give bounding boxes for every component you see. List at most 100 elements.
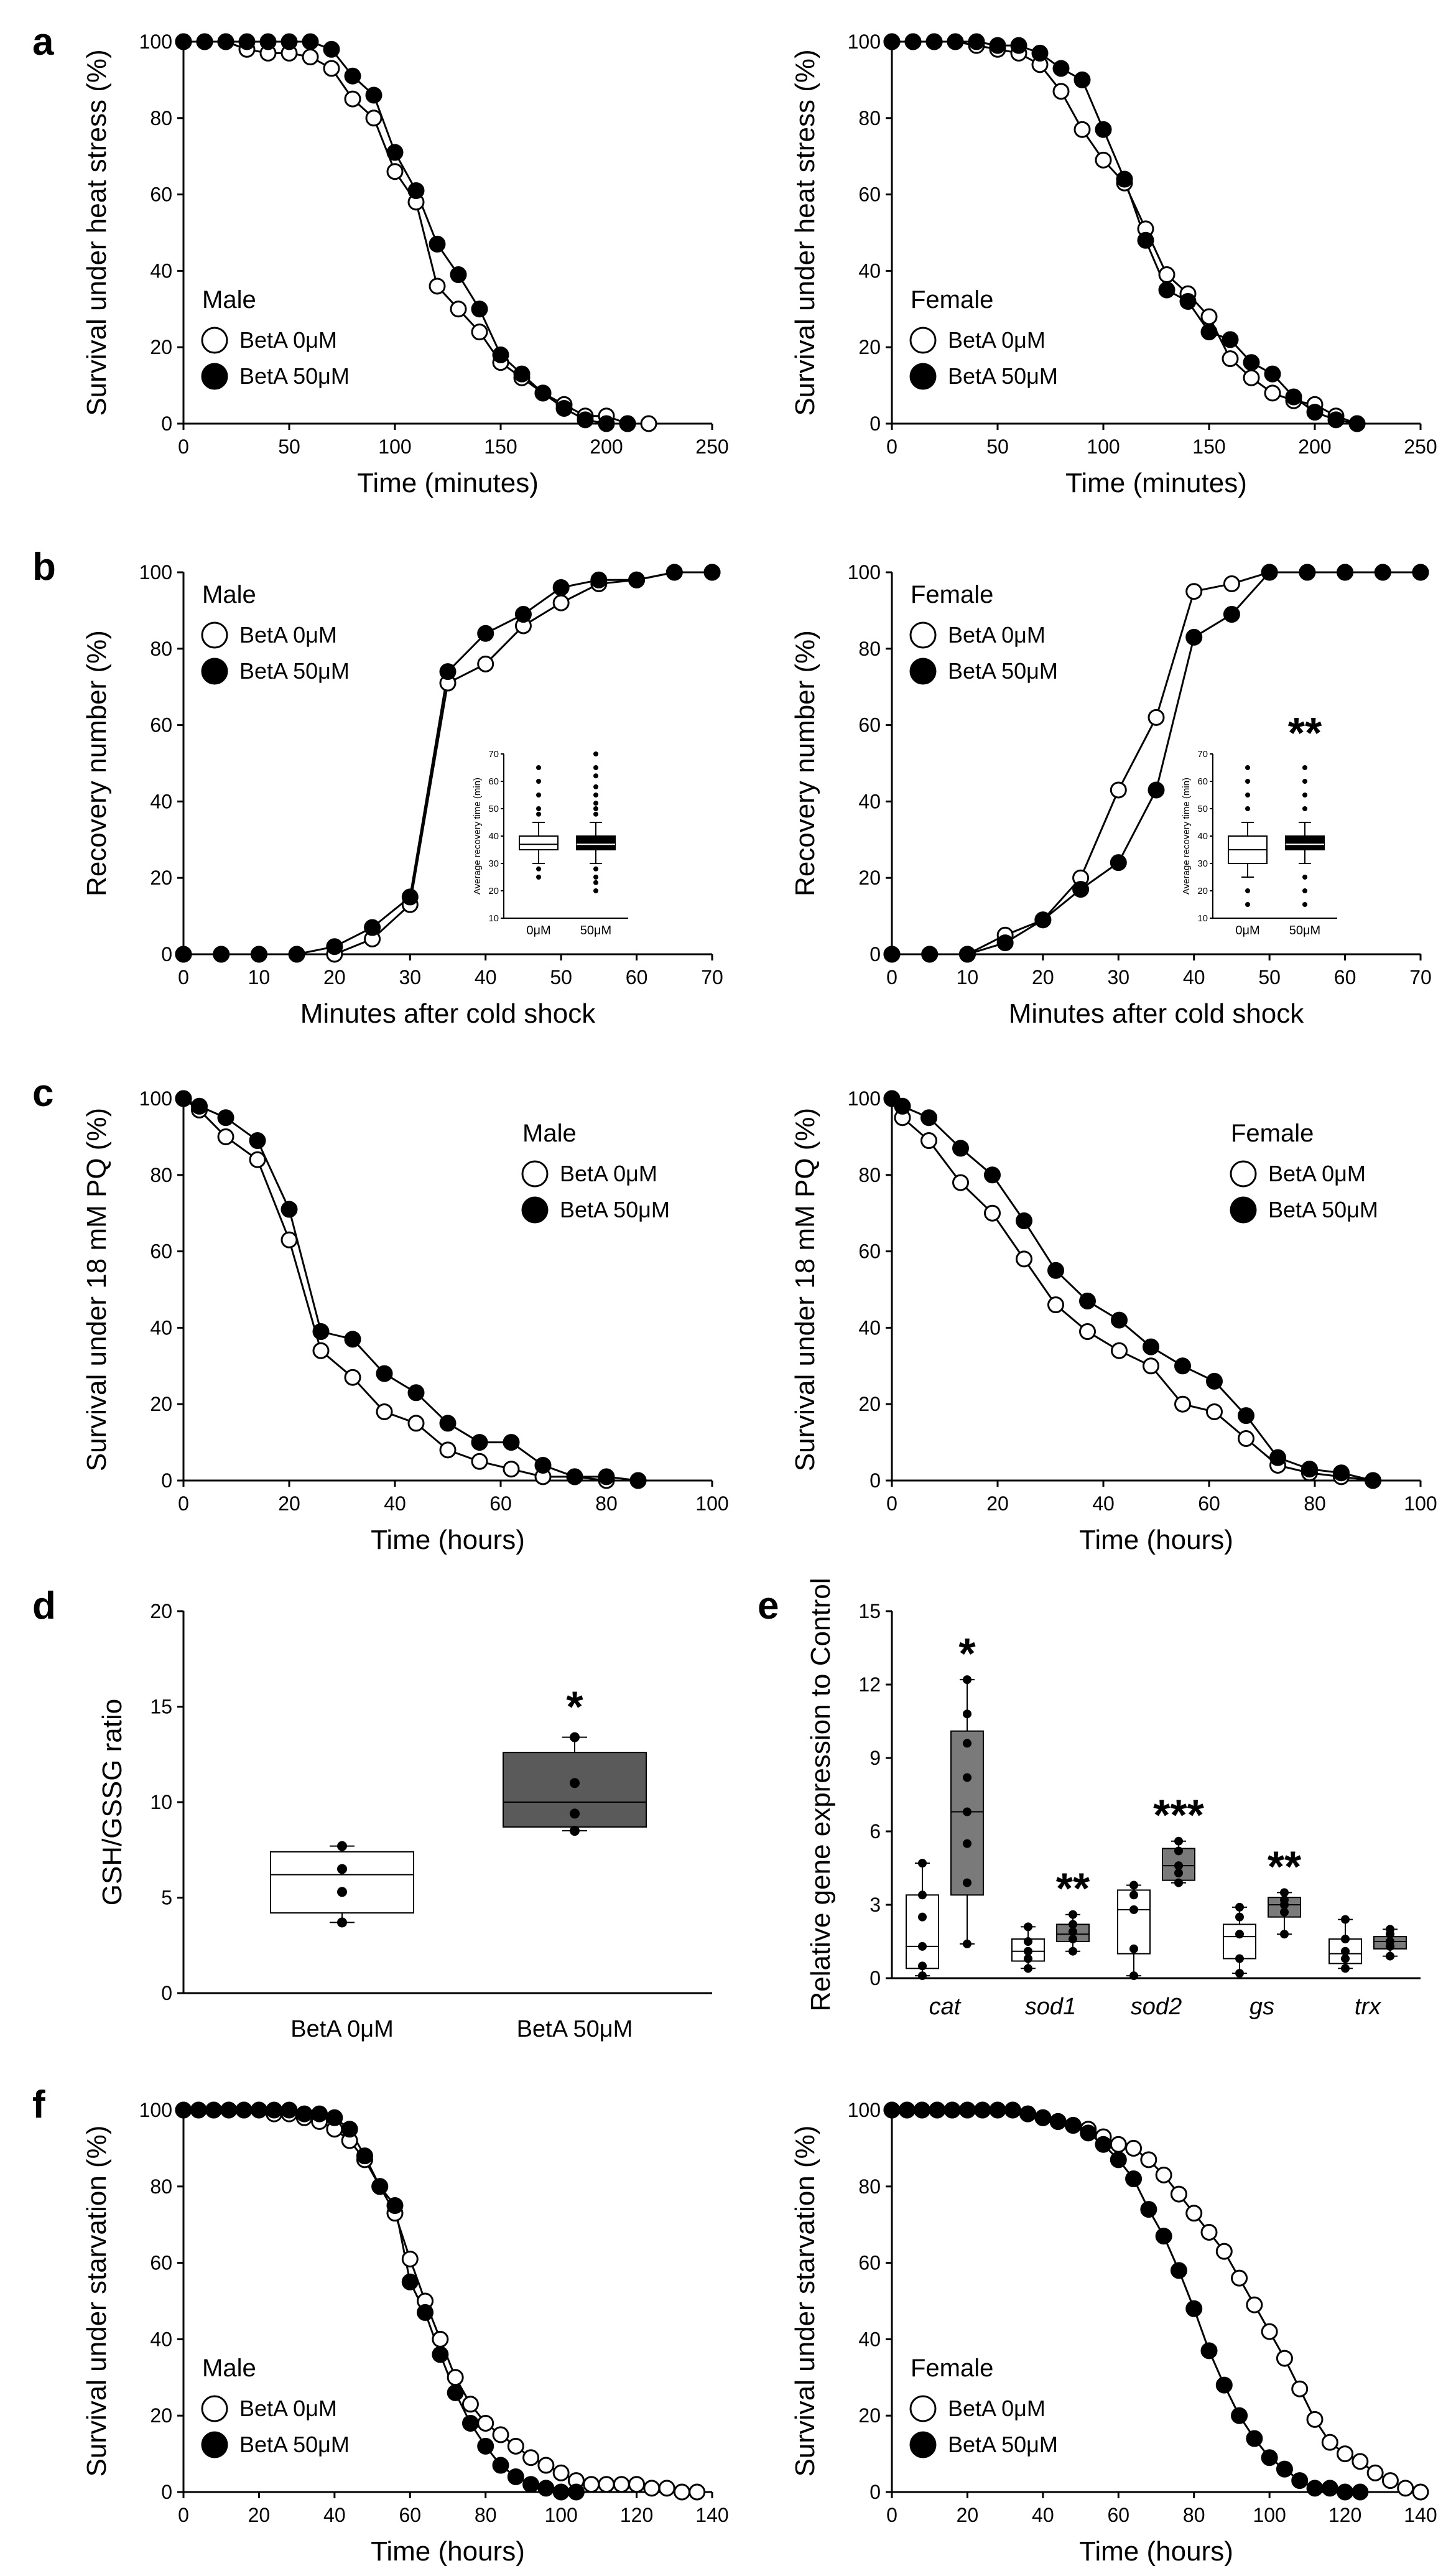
data-point	[918, 1961, 927, 1971]
data-point	[522, 2476, 540, 2493]
x-tick-label: 0	[886, 2504, 897, 2526]
x-tick-label: 50	[986, 435, 1009, 458]
inset-outlier	[1302, 888, 1307, 893]
y-tick-label: 100	[848, 2099, 881, 2121]
data-point	[376, 1365, 393, 1382]
data-point	[1052, 60, 1070, 77]
gene-label-cat: cat	[929, 1994, 962, 2020]
data-point	[217, 1109, 234, 1127]
x-tick-label: 200	[1298, 435, 1331, 458]
box	[270, 1851, 414, 1914]
data-point	[1047, 1262, 1064, 1279]
y-tick-label: 15	[150, 1696, 172, 1718]
data-point	[1069, 1935, 1077, 1944]
inset-y-tick-label: 60	[488, 776, 499, 787]
box-sod2-control	[1117, 1889, 1151, 1955]
data-point	[249, 1151, 266, 1168]
y-tick-label: 20	[150, 1600, 172, 1622]
data-point	[175, 2101, 192, 2119]
significance-stars: **	[1288, 709, 1322, 757]
data-point	[665, 564, 683, 581]
data-point	[640, 415, 657, 432]
y-axis-title: Recovery number (%)	[81, 630, 112, 896]
y-tick-label: 20	[150, 867, 172, 889]
inset-box	[1285, 835, 1325, 850]
y-tick-label: 80	[858, 638, 881, 660]
legend-label-0: BetA 0μM	[948, 622, 1046, 648]
data-point	[583, 2476, 600, 2493]
data-point	[461, 2396, 479, 2413]
y-tick-label: 40	[858, 1316, 881, 1339]
data-point	[1222, 350, 1239, 368]
data-point	[918, 1890, 927, 1900]
legend-marker-1	[909, 363, 937, 390]
legend-label-1: BetA 50μM	[560, 1197, 670, 1222]
legend-title: Male	[202, 581, 256, 608]
data-point	[1352, 2453, 1369, 2470]
inset-outlier	[593, 801, 598, 806]
data-point	[628, 571, 646, 588]
panel-letter-a: a	[32, 21, 54, 63]
x-tick-label: 80	[595, 1492, 618, 1515]
legend-label-1: BetA 50μM	[1268, 1197, 1378, 1222]
x-tick-label: 140	[1404, 2504, 1437, 2526]
data-point	[439, 663, 457, 681]
y-tick-label: 60	[858, 2252, 881, 2274]
data-point	[1341, 1946, 1350, 1956]
y-tick-label: 0	[869, 2481, 881, 2503]
data-point	[401, 2250, 419, 2267]
gene-label-sod1: sod1	[1025, 1994, 1076, 2020]
data-point	[439, 1415, 457, 1432]
data-point	[250, 2101, 267, 2119]
data-point	[1222, 331, 1239, 348]
data-point	[1337, 564, 1354, 581]
x-tick-label: 40	[323, 2504, 346, 2526]
y-tick-label: 80	[858, 107, 881, 129]
data-point	[503, 1461, 520, 1478]
data-point	[407, 1384, 425, 1402]
x-tick-label: 250	[695, 435, 728, 458]
data-point	[598, 415, 615, 432]
x-tick-label: 60	[1198, 1492, 1220, 1515]
data-point	[1031, 44, 1049, 62]
inset-outlier	[593, 866, 598, 872]
inset-y-title: Average recovery time (min)	[1181, 778, 1192, 895]
data-point	[175, 33, 192, 50]
inset-outlier	[1302, 779, 1307, 784]
data-point	[534, 384, 552, 402]
data-point	[461, 2414, 479, 2432]
data-point	[974, 2101, 991, 2119]
data-point	[386, 144, 404, 161]
y-tick-label: 0	[869, 1967, 881, 1989]
data-point	[1333, 1464, 1350, 1482]
data-point	[1337, 2483, 1354, 2501]
inset-outlier	[1302, 806, 1307, 811]
x-tick-label: 250	[1404, 435, 1437, 458]
data-point	[1016, 1212, 1032, 1229]
x-tick-label: 140	[695, 2504, 728, 2526]
inset-outlier	[1302, 902, 1307, 907]
data-point	[386, 2197, 404, 2214]
x-axis-title: Time (minutes)	[357, 468, 539, 498]
x-tick-label: 0	[886, 1492, 897, 1515]
data-point	[1341, 1964, 1350, 1973]
inset-outlier	[593, 773, 598, 779]
data-point	[1235, 1930, 1244, 1939]
inset-y-tick-label: 30	[488, 858, 499, 869]
data-point	[302, 49, 319, 66]
x-tick-label: 100	[378, 435, 411, 458]
inset-y-tick-label: 10	[1197, 913, 1208, 924]
data-point	[1341, 1915, 1350, 1924]
data-point	[1004, 2101, 1021, 2119]
y-axis-title: Survival under heat stress (%)	[81, 49, 112, 416]
inset-y-tick-label: 30	[1197, 858, 1208, 869]
legend-label-1: BetA 50μM	[239, 658, 350, 684]
data-point	[1095, 121, 1112, 138]
data-point	[281, 1201, 298, 1218]
inset-y-tick-label: 50	[1197, 804, 1208, 814]
data-point	[628, 2476, 646, 2493]
legend-marker-1	[909, 2431, 937, 2458]
x-tick-label: 120	[620, 2504, 653, 2526]
y-tick-label: 80	[150, 2175, 172, 2198]
data-point	[191, 1097, 208, 1115]
